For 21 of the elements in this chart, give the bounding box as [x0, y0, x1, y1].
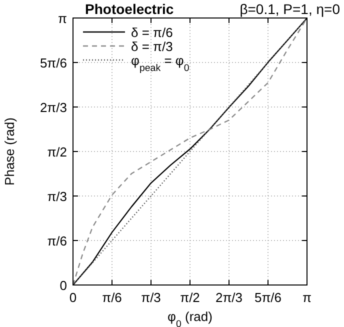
legend-label: δ = π/6 [131, 25, 173, 40]
x-tick-label: 2π/3 [215, 290, 243, 305]
x-tick-label: π/2 [180, 290, 200, 305]
y-tick-label: 2π/3 [40, 100, 67, 115]
x-axis-title: φ$_{0}$ (rad) [168, 309, 212, 327]
x-tick-label: π [302, 290, 312, 305]
x-tick-label: 0 [69, 290, 77, 305]
x-tick-label: π/3 [141, 290, 161, 305]
y-tick-label: π [58, 11, 68, 26]
legend-label: δ = π/3 [131, 39, 173, 54]
legend-label: φ$_{peak}$ = φ$_{0}$ [131, 53, 190, 74]
y-tick-label: 5π/6 [40, 56, 67, 70]
y-tick-label: π/2 [47, 144, 67, 160]
x-tick-label: 5π/6 [254, 290, 282, 305]
chart-subtitle: β=0.1, P=1, η=0 [240, 1, 340, 17]
y-axis-title: Phase (rad) [2, 118, 17, 186]
y-tick-label: 0 [60, 278, 67, 293]
chart-title: Photoelectric [85, 1, 174, 17]
y-tick-label: π/3 [47, 189, 67, 204]
y-tick-label: π/6 [47, 234, 67, 248]
x-tick-label: π/6 [102, 290, 122, 305]
